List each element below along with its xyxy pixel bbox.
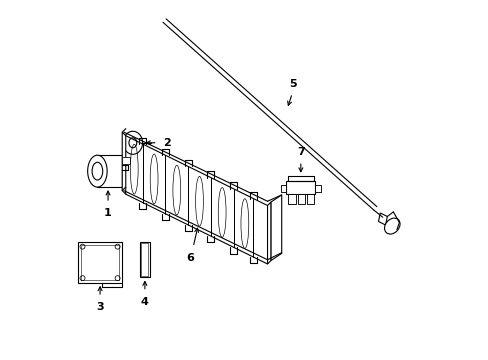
Text: 1: 1 <box>104 208 112 219</box>
Bar <box>297 194 304 204</box>
Bar <box>81 245 119 280</box>
Text: 7: 7 <box>296 147 304 157</box>
Bar <box>286 181 315 194</box>
Polygon shape <box>270 195 281 260</box>
Bar <box>122 157 130 164</box>
Bar <box>280 185 286 192</box>
Circle shape <box>115 276 120 281</box>
Text: 2: 2 <box>163 138 170 148</box>
Text: 6: 6 <box>186 253 194 263</box>
Polygon shape <box>97 155 122 187</box>
Circle shape <box>115 244 120 249</box>
Ellipse shape <box>123 131 142 154</box>
Circle shape <box>80 244 85 249</box>
Ellipse shape <box>92 162 102 180</box>
Ellipse shape <box>384 218 399 234</box>
Bar <box>141 243 148 276</box>
Text: 5: 5 <box>289 78 297 89</box>
Polygon shape <box>122 132 125 194</box>
Circle shape <box>80 276 85 281</box>
Polygon shape <box>267 202 270 264</box>
Polygon shape <box>378 213 386 225</box>
Bar <box>140 242 149 278</box>
Bar <box>78 242 122 283</box>
Bar <box>315 185 321 192</box>
Ellipse shape <box>87 155 107 187</box>
Ellipse shape <box>129 138 137 148</box>
Bar <box>306 194 313 204</box>
Bar <box>288 194 295 204</box>
Text: 4: 4 <box>141 297 148 307</box>
Text: 3: 3 <box>96 302 103 312</box>
